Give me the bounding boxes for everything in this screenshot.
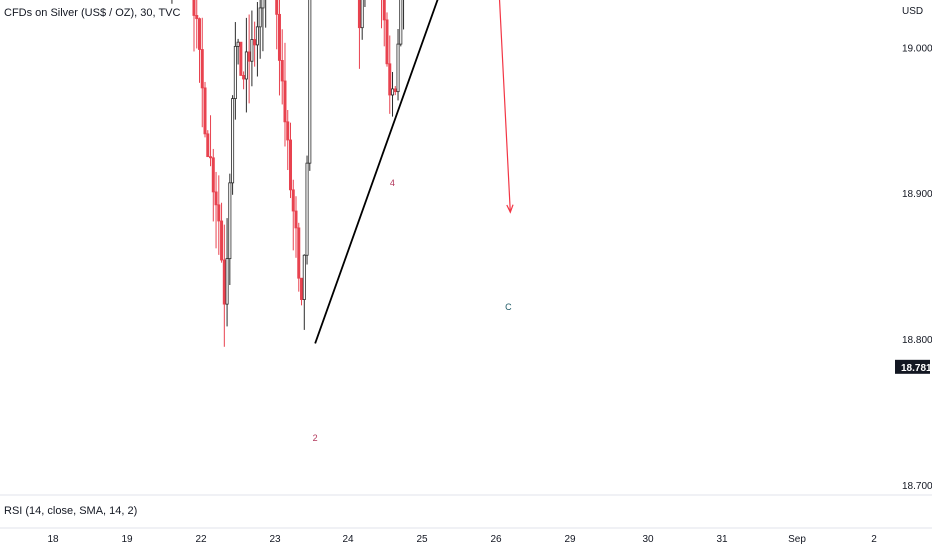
candle-body [250,39,254,62]
x-axis-tick-label: 26 [490,534,502,545]
x-axis-tick-label: 2 [871,534,877,545]
candle-body [217,204,221,222]
candle-body [391,88,395,96]
candle-body [300,277,304,300]
candle-body [277,13,281,61]
currency-label: USD [902,6,924,17]
candle-body [302,254,306,300]
candle-body [253,39,257,46]
candle-body [393,88,397,93]
x-axis-tick-label: 29 [564,534,576,545]
x-axis-tick-label: 22 [195,534,207,545]
candle-body [288,139,292,191]
x-axis-tick-label: 30 [642,534,654,545]
candle-body [258,7,262,28]
rsi-indicator-label[interactable]: RSI (14, close, SMA, 14, 2) [4,505,138,517]
x-axis-tick-label: 25 [416,534,428,545]
candle-body [225,258,229,305]
candle-body [236,41,240,47]
candle-body [222,259,226,305]
symbol-title[interactable]: CFDs on Silver (US$ / OZ), 30, TVC [4,7,181,19]
candle-body [247,51,251,62]
x-axis-tick-label: 19 [121,534,133,545]
candle-body [239,41,243,76]
candle-body [209,156,213,159]
candle-body [233,45,237,99]
price-tag-label: 18.781 [901,363,932,374]
y-axis-tick-label: 18.700 [902,481,932,492]
candle-body [291,189,295,212]
candle-body [242,75,246,80]
candle-body [214,191,218,206]
candle-body [203,87,207,135]
candle-body [382,0,386,21]
candle-body [385,19,389,65]
candle-body [261,0,265,9]
candle-body [283,80,287,123]
candle-body [211,157,215,193]
candle-body [192,0,196,16]
candle-body [297,227,301,279]
candle-body [198,18,202,50]
candle-body [280,60,284,82]
x-axis-tick-label: 23 [269,534,281,545]
x-axis-tick-label: 18 [47,534,59,545]
wedge-lower-line [314,0,439,344]
price-tag [895,359,930,374]
x-axis-tick-label: 24 [342,534,354,545]
candle-body [244,51,248,80]
y-axis-tick-label: 18.900 [902,189,932,200]
candle-body [308,0,312,164]
candle-body [231,98,235,184]
candle-body [357,0,361,29]
candle-body [294,210,298,229]
wave-label: 2 [313,433,318,443]
y-axis-tick-label: 19.000 [902,43,932,54]
wave-label: C [505,302,512,312]
wave-label: 4 [390,178,395,188]
candle-body [228,182,232,260]
candle-body [255,26,259,46]
projection-arrowhead [506,204,514,214]
candle-body [195,15,199,20]
y-axis-tick-label: 18.800 [902,335,932,346]
candle-body [206,133,210,158]
candle-body [360,0,364,29]
candle-body [388,63,392,96]
projection-path [498,0,511,213]
candle-body [399,0,403,45]
x-axis-tick-label: 31 [716,534,728,545]
candle-body [286,121,290,141]
candle-body [396,43,400,93]
candle-body [200,49,204,89]
candle-body [305,162,309,256]
x-axis-tick-label: Sep [788,534,806,545]
candle-body [220,220,224,261]
candle-body [275,0,279,15]
